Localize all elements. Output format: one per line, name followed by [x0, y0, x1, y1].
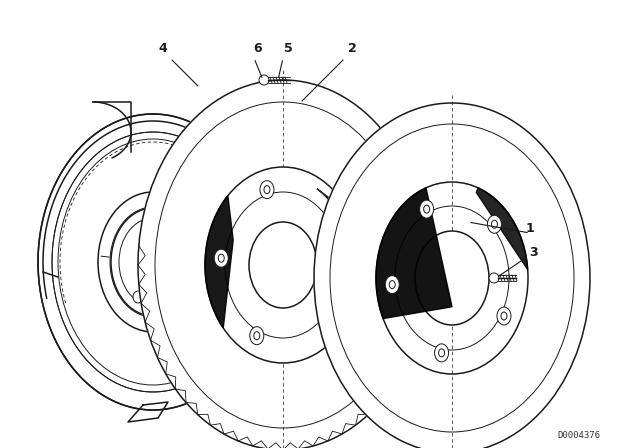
Ellipse shape: [492, 220, 497, 228]
Text: D0004376: D0004376: [557, 431, 600, 440]
Ellipse shape: [58, 139, 248, 385]
Ellipse shape: [205, 167, 361, 363]
Ellipse shape: [98, 192, 208, 332]
Ellipse shape: [254, 332, 260, 340]
Polygon shape: [38, 114, 253, 410]
Ellipse shape: [424, 205, 429, 213]
Text: 1: 1: [525, 221, 534, 234]
Ellipse shape: [218, 254, 224, 262]
Text: 5: 5: [284, 42, 292, 55]
Text: 2: 2: [348, 42, 356, 55]
Ellipse shape: [501, 312, 507, 320]
Ellipse shape: [489, 273, 499, 283]
Ellipse shape: [111, 208, 195, 316]
Ellipse shape: [264, 185, 270, 194]
Ellipse shape: [183, 267, 199, 287]
Ellipse shape: [259, 75, 269, 85]
Ellipse shape: [187, 272, 195, 282]
Ellipse shape: [110, 207, 196, 317]
Ellipse shape: [214, 249, 228, 267]
Ellipse shape: [175, 207, 191, 227]
Ellipse shape: [438, 349, 445, 357]
Ellipse shape: [420, 200, 434, 218]
Polygon shape: [376, 188, 452, 319]
Text: 6: 6: [253, 42, 262, 55]
Text: 3: 3: [529, 246, 538, 258]
Ellipse shape: [179, 212, 187, 222]
Ellipse shape: [194, 232, 202, 242]
Ellipse shape: [415, 231, 489, 325]
Ellipse shape: [190, 227, 206, 247]
Ellipse shape: [324, 316, 330, 324]
Text: 4: 4: [159, 42, 168, 55]
Ellipse shape: [249, 222, 317, 308]
Ellipse shape: [260, 181, 274, 198]
Ellipse shape: [320, 311, 334, 329]
Ellipse shape: [133, 291, 143, 303]
Ellipse shape: [250, 327, 264, 345]
Polygon shape: [476, 188, 528, 270]
Polygon shape: [138, 80, 428, 448]
Ellipse shape: [376, 182, 528, 374]
Ellipse shape: [385, 276, 399, 293]
Ellipse shape: [119, 218, 187, 306]
Polygon shape: [205, 196, 233, 328]
Ellipse shape: [435, 344, 449, 362]
Polygon shape: [314, 103, 590, 448]
Polygon shape: [317, 189, 361, 265]
Ellipse shape: [389, 280, 396, 289]
Ellipse shape: [497, 307, 511, 325]
Ellipse shape: [488, 215, 501, 233]
